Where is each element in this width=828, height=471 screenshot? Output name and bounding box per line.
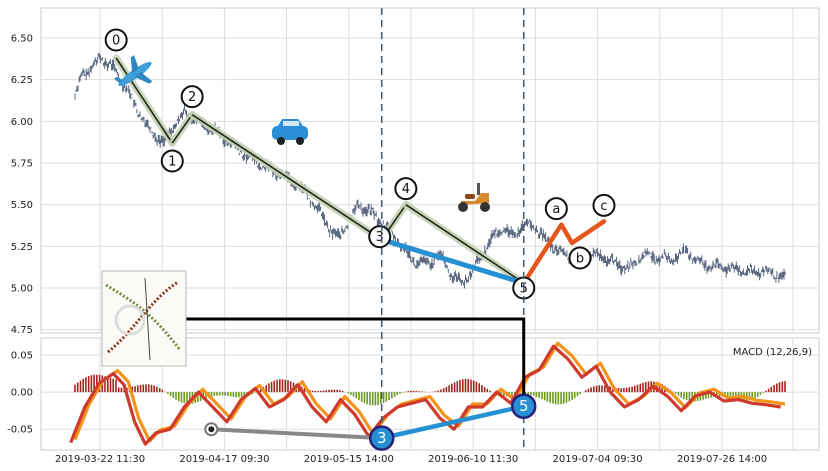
impulse-wave-line xyxy=(405,204,525,284)
airplane-wings xyxy=(130,55,153,84)
price-y-tick-label: 5.25 xyxy=(11,242,33,253)
scooter-body xyxy=(461,193,489,205)
corrective-wave-line xyxy=(521,219,607,286)
x-tick-label: 2019-04-17 09:30 xyxy=(179,454,269,465)
wave-label-text: 4 xyxy=(402,182,410,197)
x-tick-label: 2019-07-04 09:30 xyxy=(553,454,643,465)
wave-label-circle xyxy=(592,193,616,217)
thumbnail-curve-green xyxy=(105,283,182,351)
divergence-gray-line xyxy=(209,427,384,441)
price-y-tick-label: 6.25 xyxy=(11,75,33,86)
car-window xyxy=(283,121,299,126)
impulse-wave-line xyxy=(171,114,193,144)
wave-label-circle xyxy=(544,197,568,221)
airplane-body xyxy=(118,61,152,87)
x-tick-label: 2019-06-10 11:30 xyxy=(428,454,518,465)
wave-label-circle xyxy=(104,28,128,52)
scooter-stem xyxy=(477,183,480,195)
x-tick-label: 2019-05-15 14:00 xyxy=(304,454,394,465)
impulse-wave-line xyxy=(191,113,383,241)
overlay: 012345abc35 xyxy=(101,8,616,451)
wave-label-text: 0 xyxy=(112,34,120,49)
car-wheel xyxy=(277,137,285,145)
connector-line xyxy=(186,317,526,395)
car-icon xyxy=(272,119,308,145)
macd-signal-line xyxy=(73,341,786,443)
wave-label-text: b xyxy=(576,252,584,267)
macd-y-tick-label: 0.00 xyxy=(11,388,33,399)
x-tick-label: 2019-07-26 14:00 xyxy=(677,454,767,465)
scooter-seat xyxy=(465,194,475,199)
thumbnail-axis xyxy=(144,277,151,361)
wave-label-circle xyxy=(368,225,392,249)
thumbnail-curve-red xyxy=(107,280,179,354)
scooter-wheel xyxy=(458,202,468,212)
thumbnail-ring xyxy=(114,304,146,336)
scooter-icon xyxy=(458,183,490,212)
divergence-blue-line xyxy=(379,403,526,441)
car-body xyxy=(272,126,308,140)
impulse-wave-line xyxy=(115,57,173,144)
car-wheel xyxy=(296,137,304,145)
price-y-tick-label: 6.00 xyxy=(11,117,33,128)
wave-label-text: 2 xyxy=(188,90,196,105)
airplane-tail xyxy=(114,76,123,83)
x-tick-label: 2019-03-22 11:30 xyxy=(55,454,145,465)
price-y-tick-label: 5.50 xyxy=(11,200,33,211)
price-y-tick-label: 4.75 xyxy=(11,325,33,336)
wave-label-text: a xyxy=(552,202,560,217)
airplane-icon xyxy=(114,55,153,87)
wave-label-circle xyxy=(160,149,184,173)
wave-label-text: c xyxy=(600,199,607,214)
divergence-marker xyxy=(368,425,395,451)
divergence-marker-text: 3 xyxy=(377,429,387,447)
macd-y-tick-label: -0.05 xyxy=(7,425,33,436)
price-y-tick-label: 5.75 xyxy=(11,159,33,170)
wave-thumbnail xyxy=(101,270,187,367)
x-axis: 2019-03-22 11:30 2019-04-17 09:30 2019-05-… xyxy=(55,454,767,465)
wave-label-text: 1 xyxy=(168,155,176,170)
price-y-tick-label: 6.50 xyxy=(11,34,33,45)
wave-3-5-trendline xyxy=(379,237,527,286)
wave-label-circle xyxy=(180,85,204,109)
price-y-tick-label: 5.00 xyxy=(11,284,33,295)
macd-legend: MACD (12,26,9) xyxy=(733,347,812,358)
macd-line xyxy=(69,344,781,446)
macd-y-tick-label: 0.05 xyxy=(11,351,33,362)
divergence-marker-text: 5 xyxy=(519,397,529,415)
wave-label-text: 3 xyxy=(376,230,384,245)
scooter-wheel xyxy=(480,202,490,212)
divergence-start-dot xyxy=(208,426,215,433)
wave-label-circle xyxy=(568,246,592,270)
divergence-marker xyxy=(510,393,537,419)
wave-label-circle xyxy=(394,177,418,201)
